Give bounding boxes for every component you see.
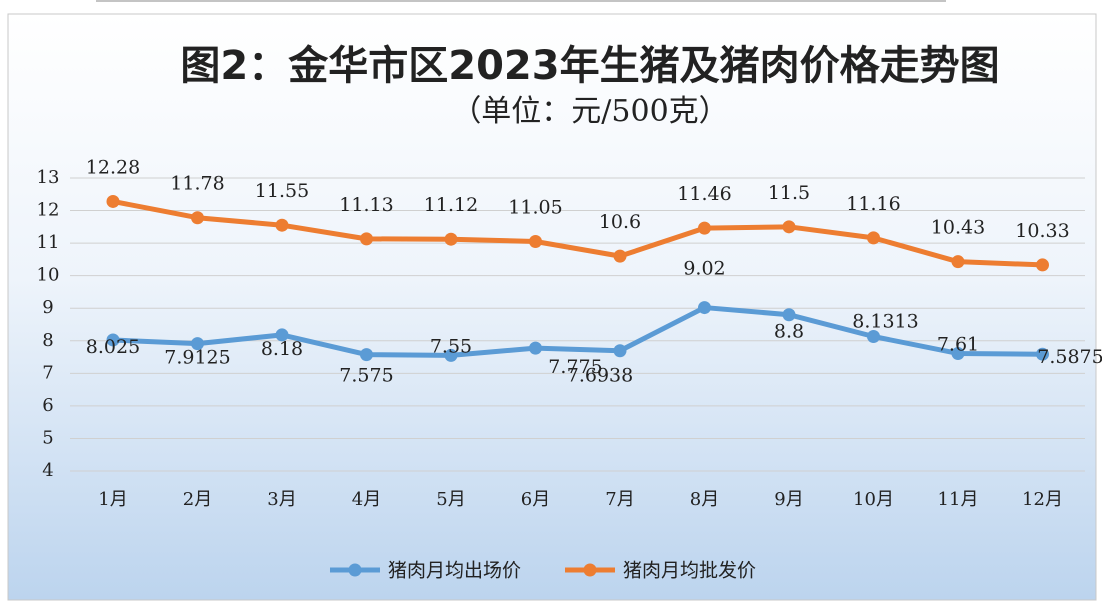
point [867,330,880,344]
chart-subtitle: （单位：元/500克） [451,94,728,129]
legend-marker [348,563,362,577]
data-label: 8.1313 [852,311,918,333]
data-label: 10.6 [599,211,641,233]
data-label: 7.55 [430,335,472,357]
point [275,218,289,232]
point [191,337,204,351]
data-label: 8.18 [261,338,303,360]
data-label: 8.025 [86,336,140,358]
data-label: 10.33 [1015,220,1069,242]
x-tick-label: 6月 [521,489,550,510]
point [444,348,458,362]
legend-label: 猪肉月均出场价 [388,560,521,582]
x-tick-label: 2月 [183,489,212,510]
x-tick-label: 4月 [352,489,381,510]
data-label: 7.575 [339,365,393,387]
point [867,231,880,245]
point [782,220,796,234]
point [613,344,627,358]
point [275,328,289,342]
x-tick-label: 9月 [774,489,803,510]
x-tick-label: 7月 [605,489,634,510]
data-label: 10.43 [931,217,985,239]
data-label: 11.5 [768,182,810,204]
point [1036,347,1049,361]
y-tick-label: 5 [42,427,53,448]
x-tick-label: 5月 [436,489,465,510]
data-label: 7.5875 [1037,346,1102,368]
y-tick-label: 12 [37,200,60,221]
point [529,341,542,355]
point [106,333,120,347]
x-tick-label: 3月 [267,489,296,510]
y-tick-label: 8 [42,330,53,351]
data-label: 11.13 [339,194,393,216]
point [360,348,373,362]
x-tick-label: 1月 [98,489,127,510]
x-tick-label: 12月 [1022,489,1063,510]
x-tick-label: 8月 [690,489,719,510]
x-tick-label: 10月 [853,489,894,510]
point [698,301,711,315]
y-tick-label: 13 [37,167,60,188]
data-label: 11.05 [508,196,562,218]
y-tick-label: 9 [42,297,53,318]
data-label: 11.46 [677,183,731,205]
y-tick-label: 7 [42,362,53,383]
point [951,346,965,360]
point [529,234,542,248]
point [1036,258,1049,272]
data-label: 7.775 [548,356,602,378]
y-tick-label: 4 [42,460,53,481]
data-label: 11.16 [846,193,900,215]
data-label: 7.6938 [567,365,633,387]
point [191,211,204,225]
series-line [112,198,1043,268]
y-tick-label: 11 [37,232,60,253]
data-label: 12.28 [86,156,140,178]
data-label: 7.61 [937,333,979,355]
point [782,308,796,322]
point [613,249,627,263]
point [106,194,120,208]
legend-label: 猪肉月均批发价 [623,560,756,582]
data-label: 11.12 [424,194,478,216]
series-line [112,305,1043,358]
point [444,232,458,246]
x-tick-label: 11月 [938,489,979,510]
data-label: 11.55 [255,180,309,202]
point [698,221,711,235]
data-label: 11.78 [170,173,224,195]
chart-title: 图2：金华市区2023年生猪及猪肉价格走势图 [180,43,999,89]
y-tick-label: 6 [42,395,53,416]
data-label: 8.8 [774,321,804,343]
data-label: 7.9125 [164,347,230,369]
point [951,255,965,269]
data-label: 9.02 [683,258,725,280]
legend-marker [583,563,597,577]
point [360,232,373,246]
chart-background [7,13,1097,601]
y-tick-label: 10 [37,265,60,286]
